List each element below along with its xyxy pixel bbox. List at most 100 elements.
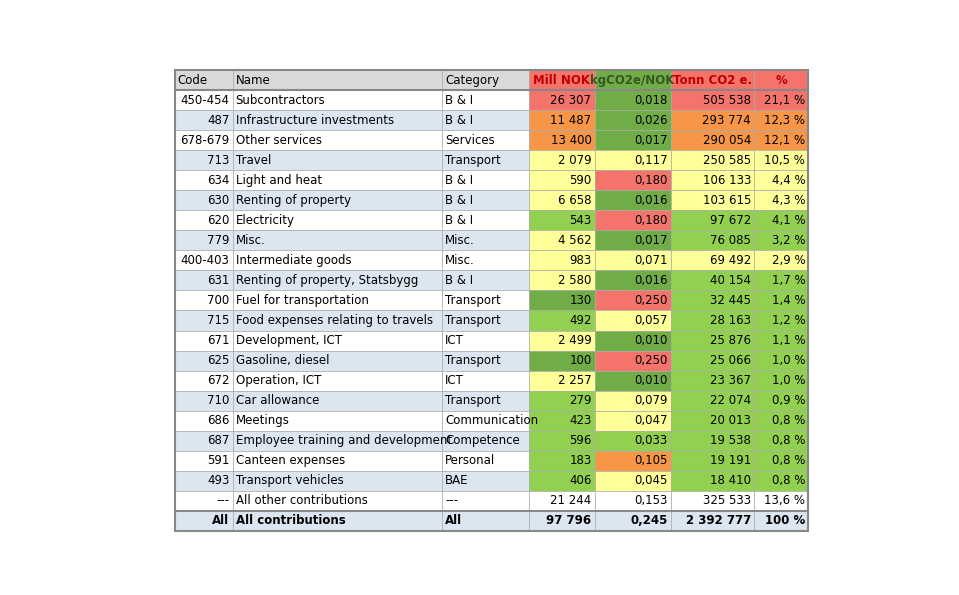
Text: 183: 183 xyxy=(570,454,592,467)
Bar xyxy=(595,110,670,130)
Bar xyxy=(754,371,808,390)
Bar xyxy=(595,170,670,190)
Bar xyxy=(175,491,233,511)
Bar xyxy=(442,311,528,330)
Bar xyxy=(670,151,754,170)
Text: 2 392 777: 2 392 777 xyxy=(686,514,751,527)
Text: 97 672: 97 672 xyxy=(710,214,751,227)
Text: Operation, ICT: Operation, ICT xyxy=(236,374,321,387)
Bar xyxy=(175,170,233,190)
Text: 0,026: 0,026 xyxy=(634,114,667,127)
Text: 671: 671 xyxy=(207,334,229,347)
Text: 672: 672 xyxy=(207,374,229,387)
Bar xyxy=(442,390,528,411)
Text: Car allowance: Car allowance xyxy=(236,394,319,407)
Bar xyxy=(595,151,670,170)
Text: 2 499: 2 499 xyxy=(558,334,592,347)
Bar xyxy=(175,110,233,130)
Text: 700: 700 xyxy=(207,294,229,307)
Text: 423: 423 xyxy=(569,414,592,427)
Text: 11 487: 11 487 xyxy=(550,114,592,127)
Bar xyxy=(528,211,595,230)
Bar xyxy=(754,511,808,531)
Bar xyxy=(670,411,754,431)
Text: Mill NOK: Mill NOK xyxy=(533,74,590,87)
Text: 625: 625 xyxy=(207,354,229,367)
Bar xyxy=(754,390,808,411)
Text: 4,3 %: 4,3 % xyxy=(772,194,806,207)
Bar xyxy=(233,471,442,491)
Bar xyxy=(528,151,595,170)
Bar xyxy=(442,211,528,230)
Text: Infrastructure investments: Infrastructure investments xyxy=(236,114,394,127)
Bar xyxy=(233,311,442,330)
Bar xyxy=(442,250,528,271)
Bar xyxy=(754,271,808,290)
Bar xyxy=(442,130,528,151)
Bar xyxy=(670,390,754,411)
Text: Communication: Communication xyxy=(445,414,538,427)
Bar xyxy=(670,130,754,151)
Text: 28 163: 28 163 xyxy=(710,314,751,327)
Bar xyxy=(175,250,233,271)
Text: 630: 630 xyxy=(207,194,229,207)
Bar xyxy=(754,290,808,311)
Text: 2 257: 2 257 xyxy=(558,374,592,387)
Bar xyxy=(528,450,595,471)
Bar xyxy=(670,311,754,330)
Text: 4 562: 4 562 xyxy=(558,234,592,247)
Bar xyxy=(595,230,670,250)
Bar xyxy=(442,491,528,511)
Text: B & I: B & I xyxy=(445,214,473,227)
Bar xyxy=(442,290,528,311)
Bar xyxy=(175,371,233,390)
Text: 713: 713 xyxy=(207,154,229,167)
Bar xyxy=(442,230,528,250)
Text: Code: Code xyxy=(177,74,208,87)
Bar xyxy=(442,110,528,130)
Text: 69 492: 69 492 xyxy=(710,254,751,267)
Text: 0,033: 0,033 xyxy=(634,434,667,447)
Bar xyxy=(175,70,808,531)
Bar xyxy=(442,350,528,371)
Text: 0,250: 0,250 xyxy=(634,294,667,307)
Bar xyxy=(595,211,670,230)
Text: Light and heat: Light and heat xyxy=(236,174,322,187)
Text: 0,016: 0,016 xyxy=(634,274,667,287)
Bar xyxy=(670,211,754,230)
Bar xyxy=(670,431,754,450)
Bar xyxy=(528,190,595,211)
Bar xyxy=(595,371,670,390)
Text: ICT: ICT xyxy=(445,334,464,347)
Text: Transport: Transport xyxy=(445,314,501,327)
Text: 0,010: 0,010 xyxy=(634,374,667,387)
Bar xyxy=(528,511,595,531)
Text: 76 085: 76 085 xyxy=(711,234,751,247)
Bar xyxy=(175,471,233,491)
Bar xyxy=(442,190,528,211)
Bar xyxy=(754,90,808,110)
Bar xyxy=(595,431,670,450)
Text: Travel: Travel xyxy=(236,154,271,167)
Bar xyxy=(595,471,670,491)
Text: 686: 686 xyxy=(207,414,229,427)
Text: 1,0 %: 1,0 % xyxy=(772,354,806,367)
Text: 0,245: 0,245 xyxy=(630,514,667,527)
Bar xyxy=(595,190,670,211)
Text: 0,250: 0,250 xyxy=(634,354,667,367)
Text: 0,105: 0,105 xyxy=(634,454,667,467)
Bar xyxy=(233,110,442,130)
Bar xyxy=(754,411,808,431)
Text: 3,2 %: 3,2 % xyxy=(772,234,806,247)
Text: 293 774: 293 774 xyxy=(703,114,751,127)
Text: Category: Category xyxy=(445,74,499,87)
Bar xyxy=(528,271,595,290)
Bar xyxy=(670,250,754,271)
Bar xyxy=(233,350,442,371)
Bar xyxy=(670,330,754,350)
Bar xyxy=(233,330,442,350)
Text: Electricity: Electricity xyxy=(236,214,294,227)
Text: 1,7 %: 1,7 % xyxy=(772,274,806,287)
Text: 0,071: 0,071 xyxy=(634,254,667,267)
Text: All other contributions: All other contributions xyxy=(236,494,367,507)
